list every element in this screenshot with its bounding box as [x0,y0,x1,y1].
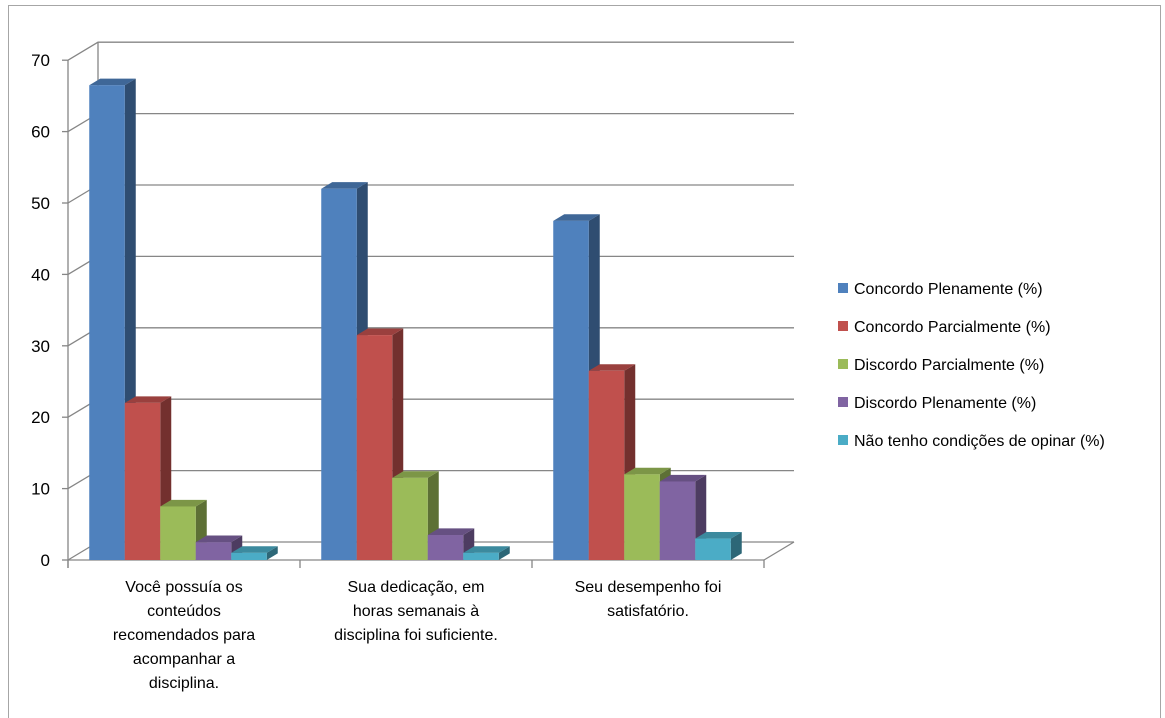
x-category-label-line: horas semanais à [353,603,479,620]
bar-top [553,214,600,221]
bar-side [498,546,510,560]
x-category-label-line: Você possuía os [125,579,242,596]
bar [392,477,428,560]
x-category-label-line: satisfatório. [607,603,689,620]
y-tick-label: 60 [31,123,50,142]
bar [695,538,731,560]
x-category-label-line: Seu desempenho foi [575,579,722,596]
x-category-label-line: recomendados para [113,627,255,644]
bar-top [588,364,636,371]
bar-top [659,474,707,482]
bar [356,335,393,560]
gridline [67,398,794,418]
gridline [67,112,794,133]
y-tick-label: 70 [31,51,50,70]
bar-top [321,182,368,189]
bar [89,85,125,560]
legend-label: Concordo Plenamente (%) [854,281,1043,298]
gridline [67,255,794,275]
y-tick-label: 40 [31,265,50,284]
bar [588,370,625,560]
gridline [67,184,794,204]
legend-label: Não tenho condições de opinar (%) [854,433,1105,450]
bar [231,552,267,560]
gridline [67,41,794,61]
bar [427,535,464,560]
x-category-label: Você possuía os conteúdos recomendados par… [113,579,255,692]
x-category-label-line: acompanhar a [133,651,235,668]
y-tick-label: 50 [31,194,50,213]
bar-top [427,528,475,536]
bar-top [160,499,207,507]
bar [160,506,196,560]
y-tick-label: 30 [31,337,50,356]
gridline [67,327,794,347]
y-tick-label: 20 [31,408,50,427]
legend-swatch [838,435,848,445]
x-category-label: Seu desempenho foi satisfatório. [575,579,722,620]
x-category-label-line: conteúdos [147,603,221,620]
legend-swatch [838,321,848,331]
y-tick-label: 0 [41,551,50,570]
x-category-label-line: disciplina. [149,675,219,692]
bar [124,402,161,560]
bar [195,542,232,560]
bar-top [356,328,404,336]
chart-frame [8,5,1161,718]
x-category-label: Sua dedicação, em horas semanais à discipl… [334,579,498,644]
legend-swatch [838,283,848,293]
bar-top [195,535,243,543]
bar-top [231,546,278,553]
floor-edge [763,541,795,561]
legend-label: Discordo Parcialmente (%) [854,357,1044,374]
x-category-label-line: disciplina foi suficiente. [334,627,498,644]
bar-top [392,471,439,478]
x-category-label-line: Sua dedicação, em [348,579,485,596]
bar [553,220,589,560]
bar [321,188,357,560]
bar-side [730,531,742,560]
bar-top [463,546,510,553]
legend-label: Discordo Plenamente (%) [854,395,1036,412]
bar-top [124,396,172,403]
y-tick-label: 10 [31,480,50,499]
bar-top [624,467,671,475]
bar [659,481,696,560]
legend-swatch [838,359,848,369]
legend-swatch [838,397,848,407]
bar-top [695,531,742,539]
bar-top [89,78,136,86]
bar [624,474,660,560]
bar [463,552,499,560]
legend-label: Concordo Parcialmente (%) [854,319,1051,336]
bar-side [266,546,278,560]
